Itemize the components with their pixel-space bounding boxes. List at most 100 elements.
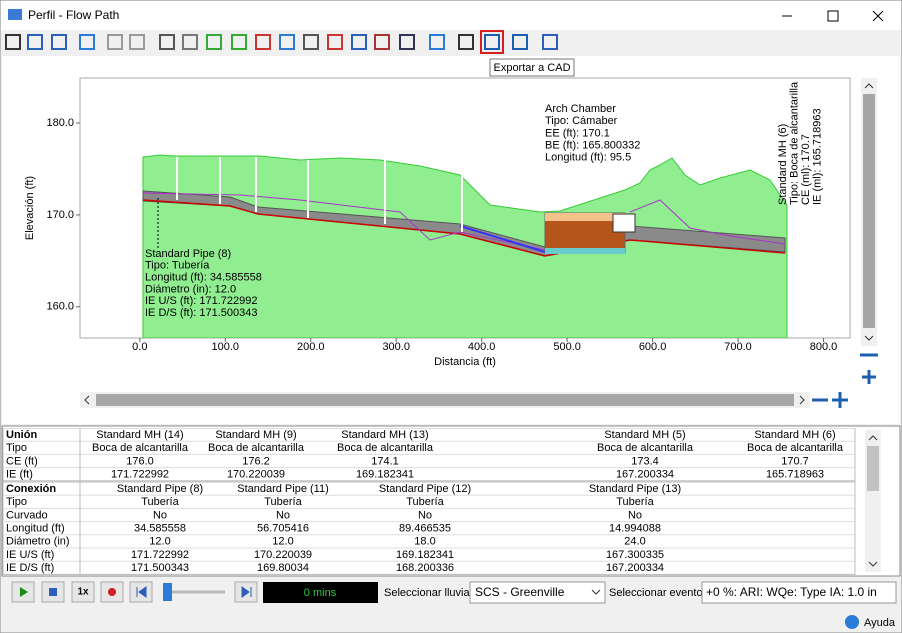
window-title: Perfil - Flow Path [28, 8, 119, 22]
tool-button[interactable] [351, 34, 367, 50]
close[interactable] [872, 10, 884, 22]
help-icon[interactable] [845, 615, 859, 629]
table-cell: 165.718963 [766, 469, 824, 481]
table-header: Conexión [6, 483, 56, 495]
pipe-annotation: Standard Pipe (8) [145, 248, 231, 260]
manhole-annotation: IE (ml): 165.718963 [811, 108, 823, 205]
tool-button[interactable] [303, 34, 319, 50]
table-header: Unión [6, 429, 37, 441]
x-tick-label: 0.0 [132, 341, 147, 353]
table-cell: 171.722992 [131, 549, 189, 561]
tool-button[interactable] [374, 34, 390, 50]
table-cell: 174.1 [371, 455, 399, 467]
slider-thumb[interactable] [163, 583, 172, 601]
table-cell: Tubería [406, 496, 444, 508]
x-tick-label: 100.0 [212, 341, 240, 353]
tool-button[interactable] [5, 34, 21, 50]
table-cell: IE D/S (ft) [6, 562, 54, 574]
table-cell: IE (ft) [6, 469, 33, 481]
profile-drawing [142, 154, 788, 338]
table-cell: 167.200334 [606, 562, 664, 574]
tool-button[interactable] [255, 34, 271, 50]
table-cell: 170.7 [781, 455, 809, 467]
chamber-top [545, 213, 625, 221]
tool-button[interactable] [231, 34, 247, 50]
table-cell: 169.80034 [257, 562, 309, 574]
x-tick-label: 200.0 [297, 341, 325, 353]
y-tick-label: 180.0 [46, 117, 74, 129]
table-cell: 173.4 [631, 455, 659, 467]
tool-button[interactable] [159, 34, 175, 50]
tool-button[interactable] [206, 34, 222, 50]
table-cell: 167.200334 [616, 469, 674, 481]
tool-button[interactable] [458, 34, 474, 50]
tool-button[interactable] [512, 34, 528, 50]
rain-select[interactable] [469, 581, 606, 604]
table-cell: Boca de alcantarilla [597, 442, 694, 454]
table-cell: 170.220039 [227, 469, 285, 481]
horizontal-scrollbar[interactable] [80, 392, 848, 408]
chamber-base [545, 248, 625, 254]
table-cell: No [153, 509, 167, 521]
y-axis-label: Elevación (ft) [24, 176, 36, 240]
tool-button[interactable] [129, 34, 145, 50]
water-line [459, 225, 546, 253]
table-cell: 24.0 [624, 536, 645, 548]
table-header: Standard Pipe (13) [589, 483, 681, 495]
tool-button[interactable] [429, 34, 445, 50]
vertical-scrollbar[interactable] [860, 78, 878, 384]
tool-button[interactable] [27, 34, 43, 50]
table-cell: 14.994088 [609, 523, 661, 535]
x-tick-label: 500.0 [553, 341, 581, 353]
pipe-annotation: IE U/S (ft): 171.722992 [145, 295, 258, 307]
pipe-annotation: Longitud (ft): 34.585558 [145, 272, 262, 284]
event-label: Seleccionar evento: [609, 587, 706, 599]
table-header: Standard Pipe (8) [117, 483, 203, 495]
toolbar [5, 34, 558, 50]
help[interactable]: Ayuda [864, 617, 896, 629]
table-scrollbar[interactable] [865, 430, 881, 572]
tool-button[interactable] [327, 34, 343, 50]
table-cell: 168.200336 [396, 562, 454, 574]
table-cell: 167.300335 [606, 549, 664, 561]
tool-button[interactable] [107, 34, 123, 50]
table-cell: 34.585558 [134, 523, 186, 535]
table-cell: 176.0 [126, 455, 154, 467]
event-select[interactable] [701, 581, 897, 604]
table-cell: 169.182341 [396, 549, 454, 561]
tool-button[interactable] [182, 34, 198, 50]
x-axis-label: Distancia (ft) [434, 356, 496, 368]
rain-value: SCS - Greenville [475, 585, 565, 599]
tool-button[interactable] [484, 34, 500, 50]
table-cell: Tubería [141, 496, 179, 508]
tool-button[interactable] [279, 34, 295, 50]
title-bar [1, 1, 901, 30]
table-cell: Longitud (ft) [6, 523, 65, 535]
table-panel [1, 425, 901, 577]
tool-button[interactable] [399, 34, 415, 50]
table-header: Standard MH (9) [215, 429, 296, 441]
tool-button[interactable] [79, 34, 95, 50]
event-value: +0 %: ARI: WQe: Type IA: 1.0 in [706, 585, 877, 599]
speed-button[interactable] [71, 581, 95, 603]
table-cell: 169.182341 [356, 469, 414, 481]
tables: Unión Standard MH (14) Standard MH (9) Stan… [2, 428, 856, 575]
tool-button[interactable] [51, 34, 67, 50]
table-cell: IE U/S (ft) [6, 549, 54, 561]
export-cad-button[interactable] [480, 30, 504, 54]
table-cell: No [418, 509, 432, 521]
app-icon [8, 9, 22, 20]
table-cell: 176.2 [242, 455, 270, 467]
x-tick-label: 800.0 [810, 341, 838, 353]
table-cell: Boca de alcantarilla [337, 442, 434, 454]
tool-button[interactable] [542, 34, 558, 50]
time-display [263, 582, 378, 603]
maximize[interactable] [827, 10, 839, 22]
table-cell: Diámetro (in) [6, 536, 70, 548]
y-tick-label: 170.0 [46, 209, 74, 221]
manholes [176, 157, 463, 232]
table-cell: 89.466535 [399, 523, 451, 535]
invert-line [142, 199, 786, 257]
